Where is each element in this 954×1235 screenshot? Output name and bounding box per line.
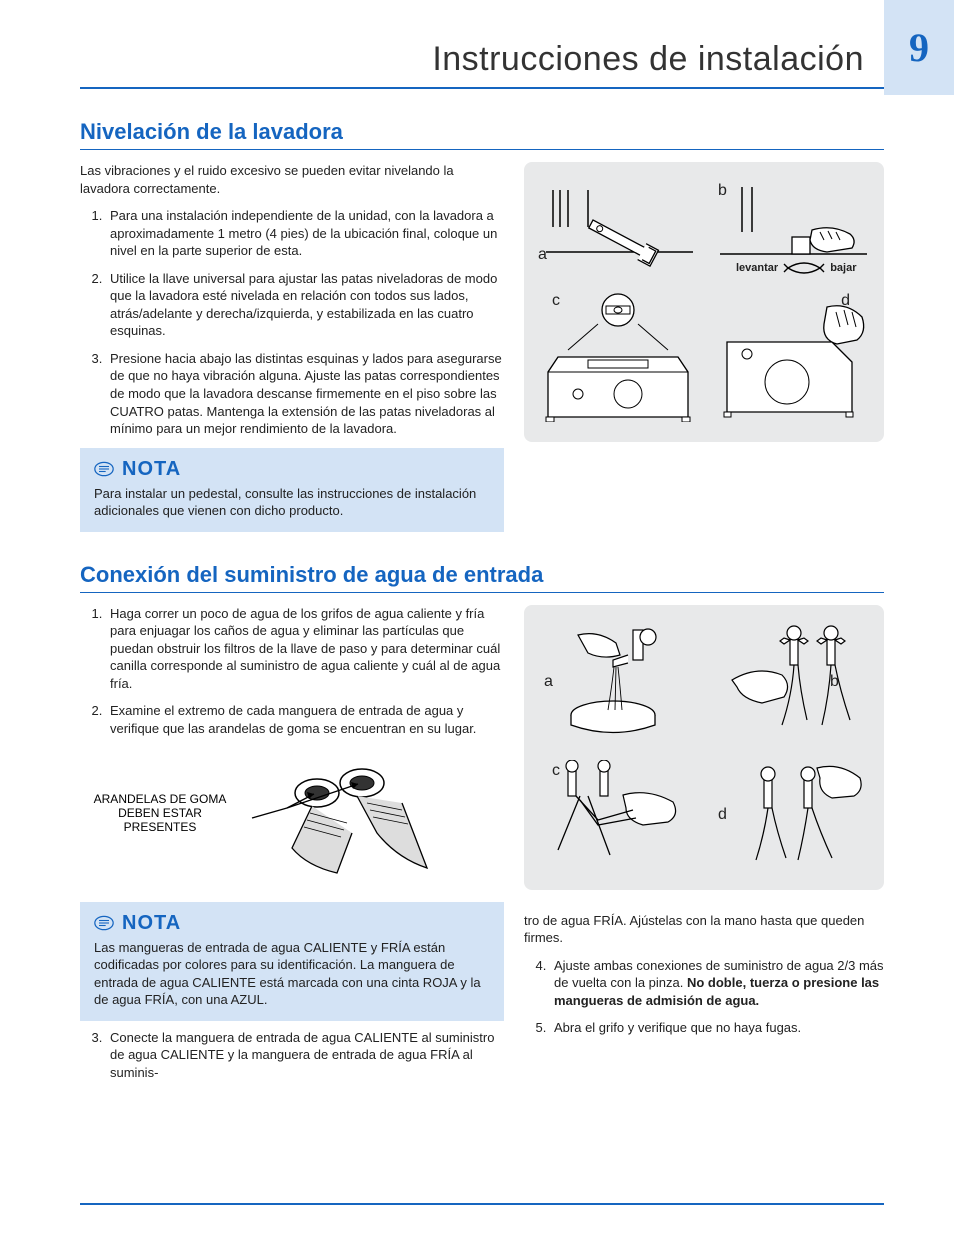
step3-continuation: tro de agua FRÍA. Ajústelas con la mano … xyxy=(524,912,884,947)
note-title: NOTA xyxy=(122,458,181,481)
open-valve-icon xyxy=(712,760,872,870)
note-icon xyxy=(94,913,114,933)
water-figure: a xyxy=(524,605,884,890)
note-box-water: NOTA Las mangueras de entrada de agua CA… xyxy=(80,902,504,1021)
list-item: Abra el grifo y verifique que no haya fu… xyxy=(550,1019,884,1037)
section-leveling: Nivelación de la lavadora Las vibracione… xyxy=(80,119,884,540)
figure-label-c: c xyxy=(552,292,560,310)
list-item: Utilice la llave universal para ajustar … xyxy=(106,270,504,340)
note-box-leveling: NOTA Para instalar un pedestal, consulte… xyxy=(80,448,504,532)
figure-panel-d: d xyxy=(712,292,872,422)
tighten-pliers-icon xyxy=(538,760,698,870)
page-header: Instrucciones de instalación xyxy=(80,40,884,89)
note-text: Para instalar un pedestal, consulte las … xyxy=(94,485,490,520)
section-water-supply: Conexión del suministro de agua de entra… xyxy=(80,562,884,1092)
leveling-figure: a b xyxy=(524,162,884,442)
wrench-illustration-icon xyxy=(538,182,698,272)
figure-panel-b2: b xyxy=(712,625,872,740)
water-steps-left: Haga correr un poco de agua de los grifo… xyxy=(94,605,504,738)
figure-label-c2: c xyxy=(552,762,560,780)
pressing-washer-icon xyxy=(712,292,872,422)
note-title: NOTA xyxy=(122,912,181,935)
list-item: Examine el extremo de cada manguera de e… xyxy=(106,702,504,737)
washer-label-l3: PRESENTES xyxy=(124,820,197,834)
list-item: Presione hacia abajo las distintas esqui… xyxy=(106,350,504,438)
leveling-steps: Para una instalación independiente de la… xyxy=(94,207,504,438)
water-steps-right: Ajuste ambas conexiones de suministro de… xyxy=(538,957,884,1037)
section-title-leveling: Nivelación de la lavadora xyxy=(80,119,884,150)
figure-panel-a: a xyxy=(538,182,698,272)
figure-panel-c: c xyxy=(538,292,698,422)
figure-panel-c2: c xyxy=(538,760,698,870)
water-text-left: Haga correr un poco de agua de los grifo… xyxy=(80,605,504,1092)
figure-label-b2: b xyxy=(830,673,839,691)
list-item: Ajuste ambas conexiones de suministro de… xyxy=(550,957,884,1010)
leveling-intro: Las vibraciones y el ruido excesivo se p… xyxy=(80,162,504,197)
figure-panel-a2: a xyxy=(538,625,698,740)
washer-label-l1: ARANDELAS DE GOMA xyxy=(94,792,227,806)
note-text: Las mangueras de entrada de agua CALIENT… xyxy=(94,939,490,1009)
washer-must-be-present-label: ARANDELAS DE GOMA DEBEN ESTAR PRESENTES xyxy=(90,792,230,834)
figure-panel-d2: d xyxy=(712,760,872,870)
water-step-3: Conecte la manguera de entrada de agua C… xyxy=(94,1029,504,1082)
list-item: Para una instalación independiente de la… xyxy=(106,207,504,260)
list-item: Haga correr un poco de agua de los grifo… xyxy=(106,605,504,693)
footer-rule xyxy=(80,1203,884,1205)
page-title: Instrucciones de instalación xyxy=(80,40,884,79)
leveling-text-column: Las vibraciones y el ruido excesivo se p… xyxy=(80,162,504,540)
figure-label-d2: d xyxy=(718,806,727,824)
water-right-column: a xyxy=(524,605,884,1092)
raise-label: levantar xyxy=(736,262,778,274)
hose-washers-figure: ARANDELAS DE GOMA DEBEN ESTAR PRESENTES xyxy=(80,748,504,888)
note-icon xyxy=(94,459,114,479)
figure-label-b: b xyxy=(718,182,727,199)
rotation-arrow-icon xyxy=(782,260,826,276)
figure-label-d: d xyxy=(841,292,850,310)
washer-label-l2: DEBEN ESTAR xyxy=(118,806,202,820)
leveling-figure-column: a b xyxy=(524,162,884,540)
flush-faucet-icon xyxy=(538,625,698,740)
hand-adjusting-leg-icon xyxy=(712,182,872,272)
lower-label: bajar xyxy=(830,262,856,274)
section-title-water: Conexión del suministro de agua de entra… xyxy=(80,562,884,593)
figure-panel-b: b levantar bajar xyxy=(712,182,872,272)
figure-label-a2: a xyxy=(544,673,553,691)
figure-label-a: a xyxy=(538,246,547,264)
level-on-washer-icon xyxy=(538,292,698,422)
connect-faucets-icon xyxy=(712,625,872,740)
list-item: Conecte la manguera de entrada de agua C… xyxy=(106,1029,504,1082)
page-content: Instrucciones de instalación Nivelación … xyxy=(0,0,954,1141)
